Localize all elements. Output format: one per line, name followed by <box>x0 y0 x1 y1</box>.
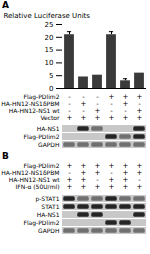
svg-text:+: + <box>137 114 143 122</box>
svg-text:Flag-PDlim2: Flag-PDlim2 <box>23 133 59 141</box>
svg-text:+: + <box>123 183 129 191</box>
svg-text:HA-HN12-NS1δPBM: HA-HN12-NS1δPBM <box>1 169 59 176</box>
svg-text:5: 5 <box>49 72 53 80</box>
svg-text:Flag-PDlim2: Flag-PDlim2 <box>23 92 60 100</box>
svg-text:Flag-PDlim2: Flag-PDlim2 <box>23 219 59 227</box>
svg-text:GAPDH: GAPDH <box>38 141 60 148</box>
svg-text:HA-NS1: HA-NS1 <box>37 125 60 132</box>
svg-text:+: + <box>81 114 87 122</box>
svg-text:+: + <box>109 183 115 191</box>
svg-text:+: + <box>95 183 101 191</box>
svg-text:+: + <box>95 114 101 122</box>
svg-text:GAPDH: GAPDH <box>38 227 60 234</box>
svg-text:STAT1: STAT1 <box>41 203 59 210</box>
svg-text:HA-HN12-NS1 wt: HA-HN12-NS1 wt <box>9 176 60 183</box>
html-text:B: B <box>2 151 9 161</box>
svg-text:10: 10 <box>45 59 54 67</box>
svg-text:+: + <box>67 183 73 191</box>
svg-text:Relative Luciferase Units: Relative Luciferase Units <box>4 12 91 20</box>
svg-text:+: + <box>67 114 73 122</box>
svg-text:HA-HN12-NS1δPBM: HA-HN12-NS1δPBM <box>1 100 59 107</box>
svg-text:p-STAT1: p-STAT1 <box>35 195 59 203</box>
svg-text:Vector: Vector <box>40 114 60 121</box>
svg-text:+: + <box>123 114 129 122</box>
svg-text:20: 20 <box>45 34 54 42</box>
svg-text:+: + <box>81 183 87 191</box>
svg-text:15: 15 <box>45 46 54 54</box>
svg-text:25: 25 <box>45 21 54 29</box>
svg-text:HA-HN12-NS1 wt: HA-HN12-NS1 wt <box>9 107 60 114</box>
svg-text:IFN-α (50U/ml): IFN-α (50U/ml) <box>16 183 60 190</box>
svg-text:+: + <box>109 114 115 122</box>
svg-text:0: 0 <box>49 85 53 92</box>
svg-text:HA-NS1: HA-NS1 <box>37 211 60 218</box>
svg-text:+: + <box>137 183 143 191</box>
svg-text:Flag-PDlim2: Flag-PDlim2 <box>23 161 60 169</box>
html-text:A: A <box>2 0 9 10</box>
